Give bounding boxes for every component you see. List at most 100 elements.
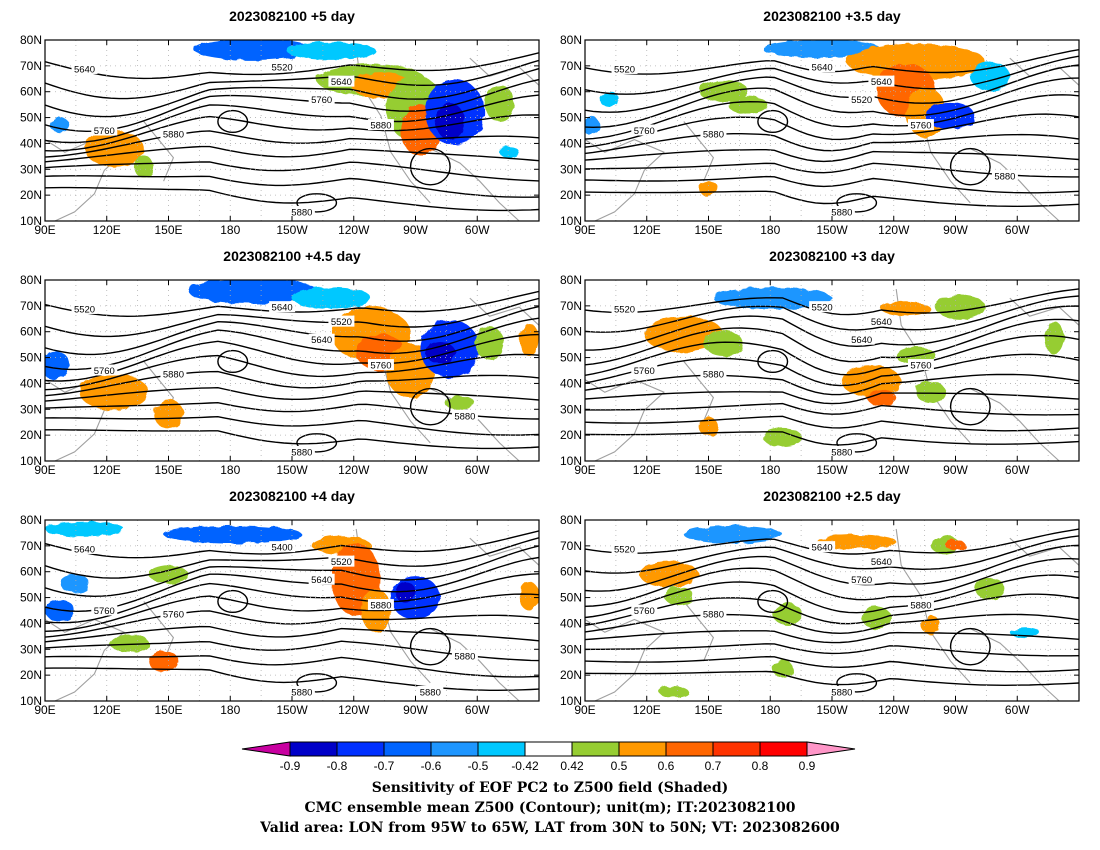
sensitivity-shading [762,40,882,59]
lon-tick-label: 150E [154,703,182,717]
coastline [683,121,715,182]
lat-tick-label: 80N [560,513,582,527]
height-contour [585,613,1079,635]
map-panel: 2023082100 +2.5 day 5520 5640 5640 5760 5760 5… [560,488,1080,717]
sensitivity-shading [659,686,689,698]
sensitivity-shading [599,92,620,107]
colorbar-label: 0.8 [752,759,769,773]
sensitivity-shading [1044,321,1065,355]
sensitivity-shading [133,155,154,178]
colorbar-box [383,741,432,757]
coastline [683,601,715,662]
lat-tick-label: 10N [20,214,42,228]
coastline [585,618,665,701]
sensitivity-shading [841,365,902,398]
height-contour [585,544,1079,592]
panel-title: 2023082100 +3.5 day [763,8,901,24]
lon-tick-label: 90W [943,223,968,237]
contour-label: 5880 [703,130,724,141]
lat-tick-label: 60N [20,325,42,339]
height-contour [45,370,539,397]
sensitivity-shading [817,534,897,549]
height-contour [585,574,1079,619]
sensitivity-shading [59,574,90,593]
contour-label: 5520 [851,95,872,106]
map-panel: 2023082100 +3 day 5520 5520 5640 5640 5760 576… [560,248,1080,477]
colorbar-label: -0.42 [511,759,539,773]
lat-tick-label: 70N [560,299,582,313]
height-contour [45,52,539,80]
sensitivity-shading [683,525,783,544]
height-contour [585,528,1079,555]
sensitivity-shading [728,96,768,115]
coastline [469,297,539,326]
sensitivity-shading [148,650,179,673]
sensitivity-shading [484,85,515,122]
lon-tick-label: 120E [93,463,121,477]
lat-tick-label: 50N [20,111,42,125]
lat-tick-label: 70N [560,539,582,553]
height-contour [45,556,539,613]
lon-tick-label: 120E [93,703,121,717]
lon-tick-label: 90E [34,223,55,237]
closed-contour [409,387,451,426]
contour-label: 5640 [871,317,892,328]
lat-tick-label: 50N [560,111,582,125]
sensitivity-shading [445,395,475,411]
height-contour [585,305,1079,351]
coastline [895,528,971,684]
lat-tick-label: 30N [560,402,582,416]
lat-tick-label: 70N [20,539,42,553]
caption-line-2: CMC ensemble mean Z500 (Contour); unit(m… [304,800,796,816]
sensitivity-shading [519,323,539,357]
contour-label: 5760 [634,606,655,617]
contour-label: 5880 [703,370,724,381]
sensitivity-shading [148,565,189,584]
sensitivity-shading [881,301,931,317]
lon-tick-label: 90E [574,223,595,237]
lat-tick-label: 70N [560,59,582,73]
lat-tick-label: 20N [560,668,582,682]
lat-tick-label: 20N [20,428,42,442]
colorbar-label: 0.7 [705,759,722,773]
lon-tick-label: 60W [465,223,490,237]
lat-tick-label: 20N [560,428,582,442]
contour-label: 5520 [614,304,635,315]
lon-tick-label: 90E [34,703,55,717]
contour-label: 5640 [74,64,95,75]
contour-label: 5640 [331,77,352,88]
colorbar-high-arrow [806,741,856,757]
contour-label: 5520 [614,64,635,75]
contour-label: 5880 [831,687,852,698]
colorbar: -0.9 -0.8 -0.7 -0.6 -0.5 -0.42 0.42 0.5 0.6 0.7 0.… [241,741,856,773]
sensitivity-shading [698,417,719,436]
closed-contour [949,387,991,426]
contour-label: 5880 [291,447,312,458]
coastline [970,628,1060,701]
sensitivity-shading [153,399,184,429]
height-contour [45,530,539,559]
panel-title: 2023082100 +3 day [769,248,895,264]
colorbar-label: -0.6 [421,759,442,773]
height-contour [45,429,539,450]
sensitivity-shading [698,181,719,196]
lat-tick-label: 40N [20,616,42,630]
map-panel: 2023082100 +4.5 day 5520 5640 5520 5640 5760 5… [20,248,540,477]
height-contour [45,353,539,391]
height-contour [585,593,1079,626]
lon-tick-label: 150E [154,223,182,237]
height-contour [45,130,539,158]
coastline [970,388,1060,461]
lon-tick-label: 90W [943,703,968,717]
contour-label: 5760 [163,610,184,621]
lat-tick-label: 50N [560,591,582,605]
coastline [895,289,971,444]
height-contour [45,186,539,212]
lat-tick-label: 20N [20,668,42,682]
lon-tick-label: 90W [943,463,968,477]
closed-contour [409,627,451,666]
lon-tick-label: 90E [574,463,595,477]
height-contour [585,334,1079,376]
height-contour [45,305,539,356]
coastline [970,148,1060,221]
